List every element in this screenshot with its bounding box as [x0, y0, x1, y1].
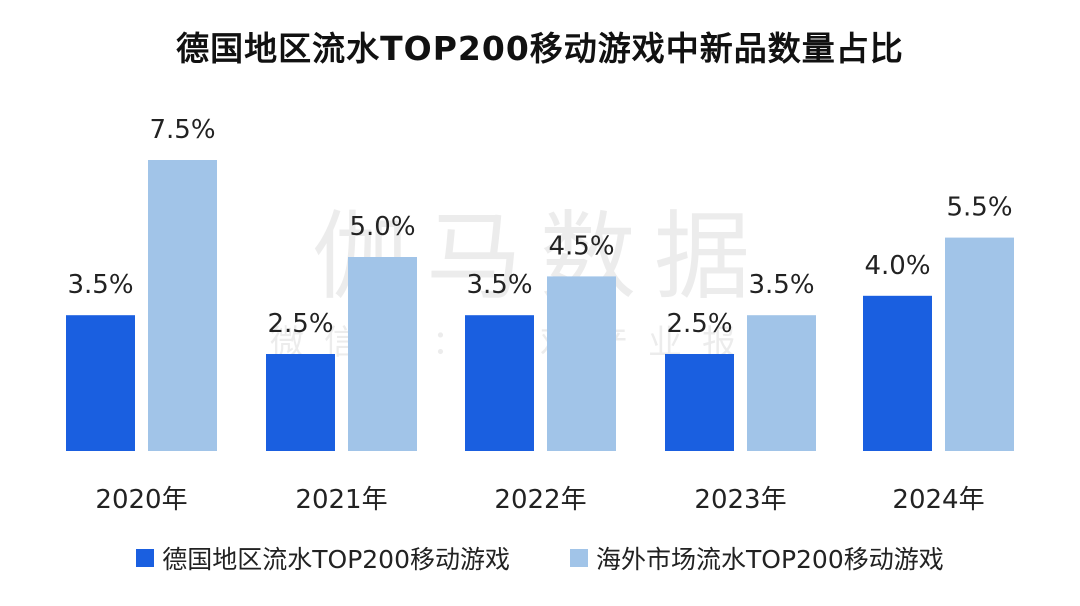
x-tick-label-2020年: 2020年: [95, 485, 187, 515]
data-label-germany-2023年: 2.5%: [666, 309, 732, 339]
bar-germany-2022年: [465, 315, 534, 451]
data-label-germany-2024年: 4.0%: [864, 251, 930, 281]
data-label-germany-2020年: 3.5%: [67, 270, 133, 300]
legend: 德国地区流水TOP200移动游戏 海外市场流水TOP200移动游戏: [0, 540, 1080, 576]
legend-label-overseas: 海外市场流水TOP200移动游戏: [596, 545, 944, 574]
data-label-overseas-2023年: 3.5%: [748, 270, 814, 300]
x-tick-label-2024年: 2024年: [892, 485, 984, 515]
legend-item-germany: 德国地区流水TOP200移动游戏: [136, 540, 510, 576]
legend-label-germany: 德国地区流水TOP200移动游戏: [162, 545, 510, 574]
bar-germany-2023年: [665, 354, 734, 451]
x-tick-label-2022年: 2022年: [494, 485, 586, 515]
data-label-overseas-2022年: 4.5%: [548, 231, 614, 261]
data-label-overseas-2024年: 5.5%: [946, 193, 1012, 223]
bar-germany-2020年: [66, 315, 135, 451]
bar-overseas-2024年: [945, 237, 1014, 451]
data-label-germany-2022年: 3.5%: [466, 270, 532, 300]
bar-overseas-2021年: [348, 257, 417, 451]
data-label-overseas-2020年: 7.5%: [149, 115, 215, 145]
bar-overseas-2022年: [547, 276, 616, 451]
bar-germany-2024年: [863, 295, 932, 451]
chart-title: 德国地区流水TOP200移动游戏中新品数量占比: [176, 29, 904, 68]
data-label-germany-2021年: 2.5%: [267, 309, 333, 339]
x-tick-label-2023年: 2023年: [694, 485, 786, 515]
x-tick-label-2021年: 2021年: [295, 485, 387, 515]
legend-swatch-germany: [136, 549, 155, 567]
legend-swatch-overseas: [570, 549, 588, 567]
bar-germany-2021年: [266, 354, 335, 451]
bar-overseas-2020年: [148, 160, 217, 451]
legend-item-overseas: 海外市场流水TOP200移动游戏: [570, 540, 944, 576]
data-label-overseas-2021年: 5.0%: [349, 212, 415, 242]
bar-overseas-2023年: [747, 315, 816, 451]
